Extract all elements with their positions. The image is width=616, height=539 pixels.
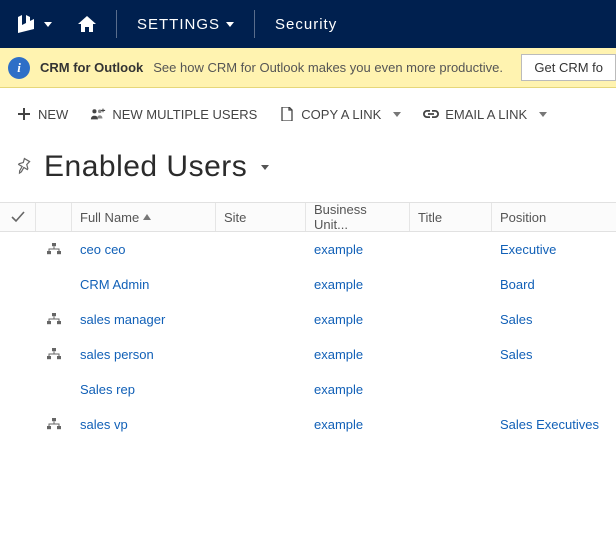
col-hierarchy[interactable] <box>36 203 72 231</box>
table-row[interactable]: sales person example Sales <box>0 337 616 372</box>
chevron-down-icon <box>226 22 234 27</box>
table-row[interactable]: Sales rep example <box>0 372 616 407</box>
bu-link[interactable]: example <box>314 242 363 257</box>
navbar: SETTINGS Security <box>0 0 616 48</box>
app-logo[interactable] <box>10 0 60 48</box>
view-title-bar: Enabled Users <box>0 132 616 202</box>
bu-link[interactable]: example <box>314 277 363 292</box>
table-row[interactable]: sales vp example Sales Executives <box>0 407 616 442</box>
bu-link[interactable]: example <box>314 417 363 432</box>
get-crm-button[interactable]: Get CRM fo <box>521 54 616 81</box>
user-name-link[interactable]: sales vp <box>80 417 128 432</box>
col-select-all[interactable] <box>0 203 36 231</box>
table-row[interactable]: CRM Admin example Board <box>0 267 616 302</box>
link-icon <box>423 106 439 122</box>
position-link[interactable]: Sales <box>500 347 533 362</box>
hierarchy-icon[interactable] <box>36 243 72 255</box>
home-icon <box>78 16 96 32</box>
grid-body: ceo ceo example Executive CRM Admin example B… <box>0 232 616 442</box>
command-bar: NEW NEW MULTIPLE USERS COPY A LINK EMAIL… <box>0 88 616 132</box>
pin-icon[interactable] <box>11 155 36 180</box>
col-position[interactable]: Position <box>492 203 616 231</box>
bu-link[interactable]: example <box>314 347 363 362</box>
col-position-label: Position <box>500 210 546 225</box>
cmd-email-link-label: EMAIL A LINK <box>445 107 527 122</box>
banner-desc: See how CRM for Outlook makes you even m… <box>153 60 503 75</box>
cmd-copy-link-label: COPY A LINK <box>301 107 381 122</box>
user-name-link[interactable]: sales manager <box>80 312 165 327</box>
table-row[interactable]: ceo ceo example Executive <box>0 232 616 267</box>
nav-divider <box>116 10 117 38</box>
col-title-label: Title <box>418 210 442 225</box>
table-row[interactable]: sales manager example Sales <box>0 302 616 337</box>
col-business-unit[interactable]: Business Unit... <box>306 203 410 231</box>
document-icon <box>279 106 295 122</box>
nav-divider <box>254 10 255 38</box>
chevron-down-icon[interactable] <box>393 112 401 117</box>
cmd-copy-link[interactable]: COPY A LINK <box>279 106 401 122</box>
cmd-new[interactable]: NEW <box>16 106 68 122</box>
outlook-banner: i CRM for Outlook See how CRM for Outloo… <box>0 48 616 88</box>
user-name-link[interactable]: CRM Admin <box>80 277 149 292</box>
user-name-link[interactable]: ceo ceo <box>80 242 126 257</box>
cmd-new-label: NEW <box>38 107 68 122</box>
dynamics-logo-icon <box>18 15 38 33</box>
bu-link[interactable]: example <box>314 312 363 327</box>
user-name-link[interactable]: sales person <box>80 347 154 362</box>
info-icon: i <box>8 57 30 79</box>
position-link[interactable]: Executive <box>500 242 556 257</box>
col-site[interactable]: Site <box>216 203 306 231</box>
nav-settings-label: SETTINGS <box>137 16 220 33</box>
position-link[interactable]: Sales <box>500 312 533 327</box>
hierarchy-icon[interactable] <box>36 348 72 360</box>
nav-security[interactable]: Security <box>267 0 345 48</box>
nav-security-label: Security <box>275 16 337 33</box>
position-link[interactable]: Board <box>500 277 535 292</box>
banner-title: CRM for Outlook <box>40 60 143 75</box>
col-title[interactable]: Title <box>410 203 492 231</box>
col-bu-label: Business Unit... <box>314 202 401 232</box>
position-link[interactable]: Sales Executives <box>500 417 599 432</box>
check-icon <box>11 211 25 223</box>
hierarchy-icon[interactable] <box>36 418 72 430</box>
col-site-label: Site <box>224 210 246 225</box>
grid-header: Full Name Site Business Unit... Title Po… <box>0 202 616 232</box>
chevron-down-icon <box>44 22 52 27</box>
cmd-new-multiple-users[interactable]: NEW MULTIPLE USERS <box>90 106 257 122</box>
sort-ascending-icon <box>143 214 151 220</box>
users-plus-icon <box>90 106 106 122</box>
users-grid: Full Name Site Business Unit... Title Po… <box>0 202 616 442</box>
user-name-link[interactable]: Sales rep <box>80 382 135 397</box>
col-full-name-label: Full Name <box>80 210 139 225</box>
nav-settings[interactable]: SETTINGS <box>129 0 242 48</box>
cmd-new-multi-label: NEW MULTIPLE USERS <box>112 107 257 122</box>
nav-home[interactable] <box>70 0 104 48</box>
plus-icon <box>16 106 32 122</box>
chevron-down-icon[interactable] <box>539 112 547 117</box>
cmd-email-link[interactable]: EMAIL A LINK <box>423 106 547 122</box>
view-title[interactable]: Enabled Users <box>44 150 247 184</box>
chevron-down-icon[interactable] <box>261 165 269 170</box>
col-full-name[interactable]: Full Name <box>72 203 216 231</box>
hierarchy-icon[interactable] <box>36 313 72 325</box>
bu-link[interactable]: example <box>314 382 363 397</box>
